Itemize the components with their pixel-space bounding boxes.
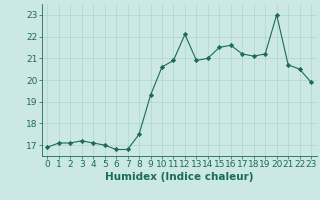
X-axis label: Humidex (Indice chaleur): Humidex (Indice chaleur) — [105, 172, 253, 182]
